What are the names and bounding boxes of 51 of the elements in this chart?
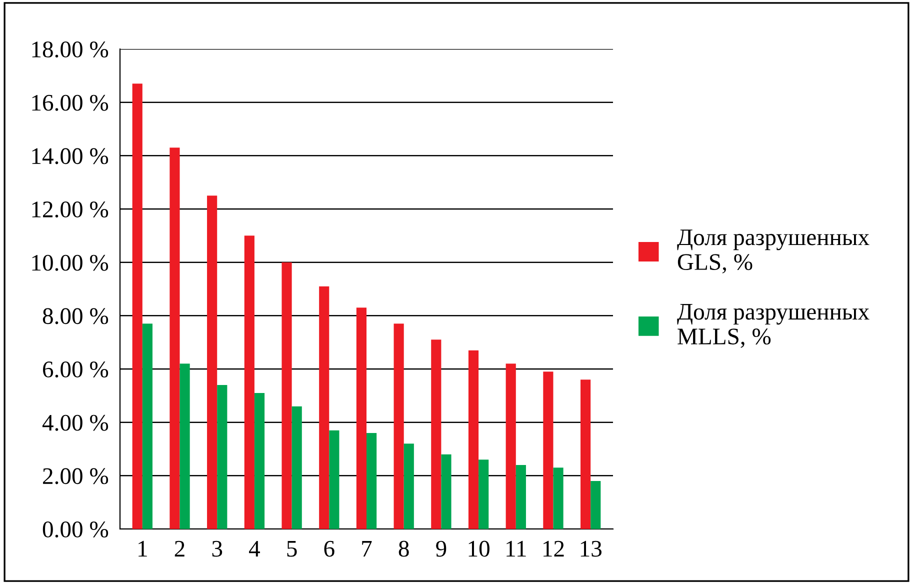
x-tick-label: 2 [174, 540, 184, 556]
bar [516, 465, 526, 529]
legend-label: Доля разрушенных MLLS, % [677, 304, 870, 348]
bar [404, 444, 414, 529]
bar [553, 468, 564, 529]
bar [441, 454, 452, 529]
bar [180, 364, 190, 529]
bar [590, 481, 601, 529]
bar [394, 324, 404, 529]
x-tick-label: 1 [138, 540, 147, 556]
bar [431, 340, 442, 529]
bar [543, 372, 554, 529]
bar [207, 196, 218, 529]
x-tick-label: 8 [398, 540, 409, 557]
x-tick-label: 4 [249, 540, 260, 556]
y-tick-label: 14.00 % [32, 148, 108, 164]
y-tick-label: 2.00 % [43, 468, 108, 484]
bar [366, 433, 377, 529]
bar [217, 385, 228, 529]
bar [319, 286, 330, 529]
x-tick-label: 11 [506, 540, 526, 556]
y-tick-label: 18.00 % [32, 41, 108, 58]
bar [292, 406, 302, 529]
bar [506, 364, 516, 529]
bar [580, 380, 591, 529]
y-tick-label: 12.00 % [32, 201, 108, 218]
legend-label: Доля разрушенных GLS, % [677, 230, 870, 274]
bar [356, 308, 366, 529]
bar [244, 236, 254, 529]
bar [254, 393, 265, 529]
y-tick-label: 6.00 % [43, 361, 108, 378]
bar [329, 430, 340, 529]
y-tick-label: 8.00 % [42, 308, 108, 324]
x-tick-label: 12 [544, 540, 564, 556]
bar [282, 262, 292, 529]
bar [478, 460, 489, 529]
x-tick-label: 10 [468, 540, 490, 557]
y-tick-label: 4.00 % [42, 414, 108, 431]
x-tick-label: 5 [287, 541, 297, 557]
bar [468, 350, 479, 529]
y-tick-label: 16.00 % [32, 94, 108, 111]
y-tick-label: 10.00 % [32, 254, 108, 271]
bar [142, 324, 152, 529]
x-tick-label: 6 [324, 540, 334, 557]
x-tick-label: 13 [580, 540, 602, 557]
bar [132, 84, 142, 529]
y-tick-label: 0.00 % [42, 521, 108, 538]
x-tick-label: 3 [212, 540, 222, 557]
bar [170, 148, 180, 529]
x-tick-label: 7 [362, 541, 372, 556]
x-tick-label: 9 [436, 540, 446, 557]
